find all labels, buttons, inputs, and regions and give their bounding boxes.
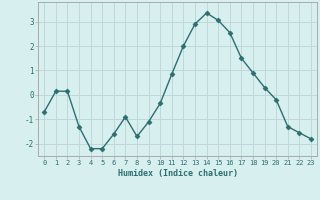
X-axis label: Humidex (Indice chaleur): Humidex (Indice chaleur) [118, 169, 238, 178]
